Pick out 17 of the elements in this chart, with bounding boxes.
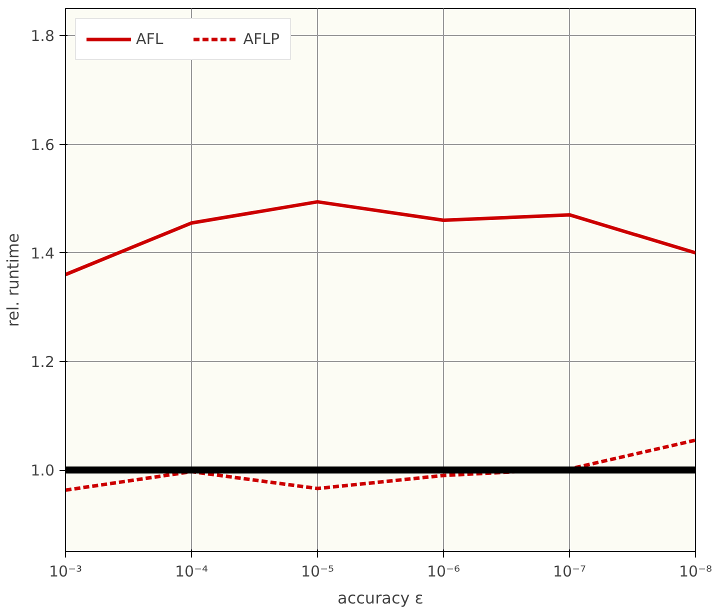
- y-tick-label: 1.6: [30, 136, 55, 154]
- y-tick-label: 1.0: [30, 462, 55, 480]
- x-tick-label: 10⁻⁷: [552, 562, 586, 580]
- x-tick-label: 10⁻⁴: [174, 562, 208, 580]
- x-axis-title: accuracy ε: [338, 588, 424, 608]
- y-axis-title: rel. runtime: [4, 233, 23, 327]
- y-tick-label: 1.8: [30, 27, 55, 46]
- y-tick-label: 1.4: [30, 244, 55, 262]
- y-tick-label: 1.2: [30, 352, 55, 371]
- line-series: [66, 200, 696, 276]
- legend-label: AFLP: [243, 30, 280, 48]
- legend-label: AFL: [136, 30, 164, 48]
- x-tick-label: 10⁻³: [48, 562, 82, 580]
- x-tick-label: 10⁻⁶: [426, 562, 460, 580]
- line-series: [66, 438, 696, 492]
- x-tick-label: 10⁻⁸: [678, 562, 712, 580]
- x-tick-label: 10⁻⁵: [300, 562, 334, 580]
